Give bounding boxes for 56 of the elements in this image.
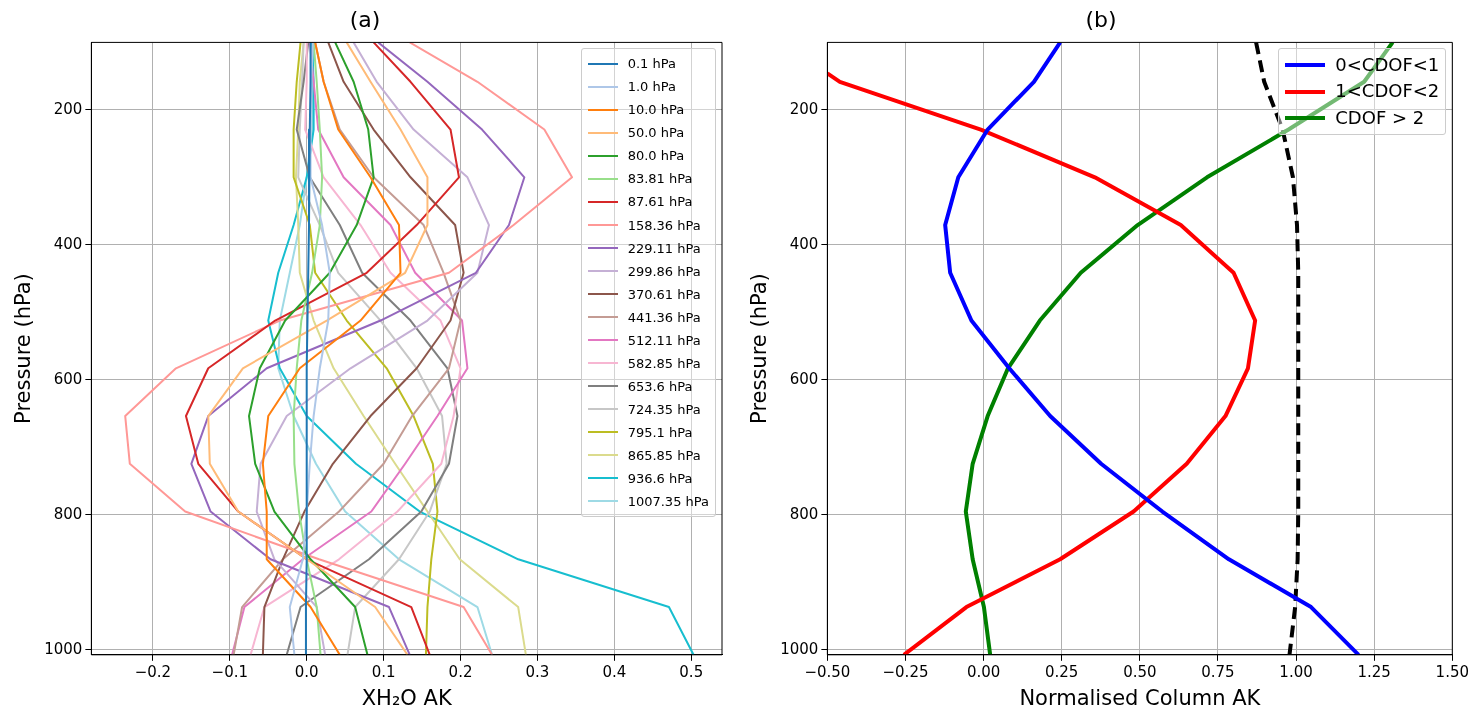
x-tick-label: 1.00 xyxy=(1279,662,1313,681)
x-tick-label: 0.0 xyxy=(294,662,319,681)
x-tick-label: 0.50 xyxy=(1123,662,1157,681)
legend-label: 795.1 hPa xyxy=(627,423,693,442)
x-tick-label: 0.5 xyxy=(679,662,704,681)
x-tick-label: 1.50 xyxy=(1435,662,1469,681)
legend-label: 10.0 hPa xyxy=(627,101,685,120)
legend-label: CDOF > 2 xyxy=(1335,105,1425,130)
x-tick-label: −0.1 xyxy=(211,662,249,681)
legend-label: 724.35 hPa xyxy=(627,400,701,419)
legend-label: 0<CDOF<1 xyxy=(1335,53,1440,78)
x-tick-label: 1.25 xyxy=(1357,662,1391,681)
x-tick-label: −0.2 xyxy=(134,662,172,681)
y-tick-label: 200 xyxy=(53,99,83,118)
legend-label: 1<CDOF<2 xyxy=(1335,79,1440,104)
y-tick-label: 800 xyxy=(53,504,83,523)
y-tick-label: 200 xyxy=(789,99,819,118)
y-tick-label: 600 xyxy=(53,369,83,388)
chart-title: (b) xyxy=(1085,6,1117,32)
chart-title: (a) xyxy=(349,6,381,32)
x-tick-label: 0.00 xyxy=(966,662,1001,681)
legend-label: 370.61 hPa xyxy=(627,285,701,304)
legend-label: 299.86 hPa xyxy=(627,262,701,281)
legend-label: 0.1 hPa xyxy=(627,55,676,74)
x-tick-label: 0.1 xyxy=(371,662,396,681)
x-tick-label: 0.3 xyxy=(525,662,550,681)
y-axis-title: Pressure (hPa) xyxy=(11,273,36,424)
legend-label: 936.6 hPa xyxy=(627,469,693,488)
x-tick-label: 0.4 xyxy=(602,662,627,681)
legend-label: 80.0 hPa xyxy=(627,147,685,166)
y-tick-label: 800 xyxy=(789,504,819,523)
x-axis-title: XH₂O AK xyxy=(361,685,453,710)
y-axis-title: Pressure (hPa) xyxy=(747,273,772,424)
y-tick-label: 600 xyxy=(789,369,819,388)
legend-label: 865.85 hPa xyxy=(627,446,701,465)
x-axis-title: Normalised Column AK xyxy=(1019,685,1262,710)
legend-label: 1007.35 hPa xyxy=(627,492,709,511)
legend-label: 441.36 hPa xyxy=(627,308,701,327)
y-tick-label: 400 xyxy=(53,234,83,253)
x-tick-label: 0.75 xyxy=(1201,662,1235,681)
y-tick-label: 1000 xyxy=(780,639,819,658)
x-tick-label: 0.25 xyxy=(1045,662,1079,681)
legend-label: 653.6 hPa xyxy=(627,377,693,396)
legend-label: 582.85 hPa xyxy=(627,354,701,373)
y-tick-label: 400 xyxy=(789,234,819,253)
legend-label: 83.81 hPa xyxy=(627,170,693,189)
y-tick-label: 1000 xyxy=(44,639,83,658)
legend-label: 158.36 hPa xyxy=(627,216,701,235)
x-tick-label: 0.2 xyxy=(448,662,473,681)
legend-label: 512.11 hPa xyxy=(627,331,701,350)
x-tick-label: −0.50 xyxy=(804,662,851,681)
legend-label: 229.11 hPa xyxy=(627,239,701,258)
legend-label: 1.0 hPa xyxy=(627,78,676,97)
legend-label: 50.0 hPa xyxy=(627,124,685,143)
legend-label: 87.61 hPa xyxy=(627,193,693,212)
x-tick-label: −0.25 xyxy=(882,662,929,681)
